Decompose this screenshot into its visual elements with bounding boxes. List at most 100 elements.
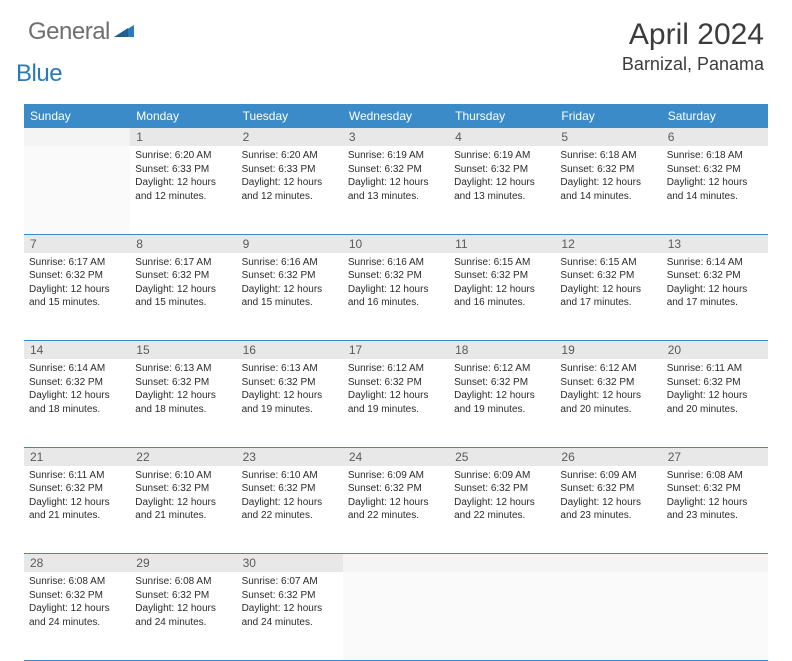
daylight-line2: and 15 minutes. (29, 296, 125, 310)
day-content-row: Sunrise: 6:17 AMSunset: 6:32 PMDaylight:… (24, 253, 768, 341)
day-number: 2 (237, 128, 343, 146)
day-number: 7 (24, 234, 130, 253)
day-number (24, 128, 130, 146)
daylight-line2: and 22 minutes. (348, 509, 444, 523)
daylight-line2: and 13 minutes. (454, 190, 550, 204)
daynum-row: 14151617181920 (24, 341, 768, 360)
day-number: 10 (343, 234, 449, 253)
daynum-row: 282930 (24, 554, 768, 573)
day-cell: Sunrise: 6:12 AMSunset: 6:32 PMDaylight:… (343, 359, 449, 447)
daylight-line1: Daylight: 12 hours (454, 389, 550, 403)
header: General Blue April 2024 Barnizal, Panama (0, 0, 792, 96)
logo-word-blue: Blue (16, 60, 136, 88)
daylight-line2: and 21 minutes. (135, 509, 231, 523)
calendar-table: SundayMondayTuesdayWednesdayThursdayFrid… (24, 104, 768, 661)
sunrise-text: Sunrise: 6:08 AM (667, 469, 763, 483)
sunrise-text: Sunrise: 6:08 AM (29, 575, 125, 589)
weekday-header: Sunday (24, 104, 130, 128)
weekday-header: Thursday (449, 104, 555, 128)
daylight-line2: and 19 minutes. (348, 403, 444, 417)
daylight-line2: and 24 minutes. (242, 616, 338, 630)
sunrise-text: Sunrise: 6:09 AM (560, 469, 656, 483)
day-content-row: Sunrise: 6:14 AMSunset: 6:32 PMDaylight:… (24, 359, 768, 447)
daylight-line2: and 12 minutes. (135, 190, 231, 204)
day-number: 29 (130, 554, 236, 573)
day-number: 19 (555, 341, 661, 360)
daylight-line1: Daylight: 12 hours (242, 283, 338, 297)
daylight-line1: Daylight: 12 hours (242, 496, 338, 510)
sunrise-text: Sunrise: 6:20 AM (135, 149, 231, 163)
sunrise-text: Sunrise: 6:11 AM (29, 469, 125, 483)
sunrise-text: Sunrise: 6:16 AM (348, 256, 444, 270)
day-number: 22 (130, 447, 236, 466)
day-content-row: Sunrise: 6:11 AMSunset: 6:32 PMDaylight:… (24, 466, 768, 554)
sunset-text: Sunset: 6:32 PM (454, 376, 550, 390)
daylight-line2: and 13 minutes. (348, 190, 444, 204)
daylight-line1: Daylight: 12 hours (29, 283, 125, 297)
day-cell: Sunrise: 6:08 AMSunset: 6:32 PMDaylight:… (24, 572, 130, 660)
sunset-text: Sunset: 6:32 PM (242, 376, 338, 390)
day-cell: Sunrise: 6:14 AMSunset: 6:32 PMDaylight:… (24, 359, 130, 447)
daylight-line1: Daylight: 12 hours (667, 496, 763, 510)
day-number: 28 (24, 554, 130, 573)
day-number: 20 (662, 341, 768, 360)
daylight-line1: Daylight: 12 hours (242, 389, 338, 403)
sunset-text: Sunset: 6:32 PM (242, 482, 338, 496)
daylight-line1: Daylight: 12 hours (135, 283, 231, 297)
day-cell: Sunrise: 6:17 AMSunset: 6:32 PMDaylight:… (24, 253, 130, 341)
location: Barnizal, Panama (622, 54, 764, 75)
day-cell: Sunrise: 6:11 AMSunset: 6:32 PMDaylight:… (24, 466, 130, 554)
day-cell: Sunrise: 6:19 AMSunset: 6:32 PMDaylight:… (343, 146, 449, 234)
day-cell (555, 572, 661, 660)
sunrise-text: Sunrise: 6:12 AM (560, 362, 656, 376)
daylight-line1: Daylight: 12 hours (560, 176, 656, 190)
weekday-header: Wednesday (343, 104, 449, 128)
day-number (449, 554, 555, 573)
sunset-text: Sunset: 6:32 PM (348, 482, 444, 496)
day-cell: Sunrise: 6:16 AMSunset: 6:32 PMDaylight:… (237, 253, 343, 341)
day-cell: Sunrise: 6:11 AMSunset: 6:32 PMDaylight:… (662, 359, 768, 447)
daynum-row: 123456 (24, 128, 768, 146)
day-cell: Sunrise: 6:08 AMSunset: 6:32 PMDaylight:… (130, 572, 236, 660)
daylight-line2: and 16 minutes. (348, 296, 444, 310)
sunrise-text: Sunrise: 6:15 AM (454, 256, 550, 270)
day-cell: Sunrise: 6:13 AMSunset: 6:32 PMDaylight:… (237, 359, 343, 447)
day-content-row: Sunrise: 6:08 AM Sunset: 6:32 PM Daylight:… (24, 572, 768, 660)
daylight-line1: Daylight: 12 hours (667, 176, 763, 190)
daylight-line1: Daylight: 12 hours (454, 176, 550, 190)
day-cell (24, 146, 130, 234)
day-number: 30 (237, 554, 343, 573)
sunset-text: Sunset: 6:32 PM (242, 589, 338, 603)
sunrise-text: Sunrise: 6:18 AM (560, 149, 656, 163)
daylight-line2: and 16 minutes. (454, 296, 550, 310)
day-number: 21 (24, 447, 130, 466)
daylight-line1: Daylight: 12 hours (348, 389, 444, 403)
daylight-line1: Daylight: 12 hours (29, 602, 125, 616)
daylight-line2: and 20 minutes. (560, 403, 656, 417)
sunrise-text: Sunrise: 6:07 AM (242, 575, 338, 589)
day-cell: Sunrise: 6:16 AMSunset: 6:32 PMDaylight:… (343, 253, 449, 341)
weekday-header: Tuesday (237, 104, 343, 128)
sunrise-text: Sunrise: 6:20 AM (242, 149, 338, 163)
day-number: 17 (343, 341, 449, 360)
day-number: 5 (555, 128, 661, 146)
sunrise-text: Sunrise: 6:15 AM (560, 256, 656, 270)
sunset-text: Sunset: 6:32 PM (560, 269, 656, 283)
day-cell: Sunrise: 6:13 AMSunset: 6:32 PMDaylight:… (130, 359, 236, 447)
day-number: 16 (237, 341, 343, 360)
flag-icon (114, 23, 136, 44)
day-content-row: Sunrise: 6:20 AMSunset: 6:33 PMDaylight:… (24, 146, 768, 234)
day-cell (449, 572, 555, 660)
daylight-line2: and 15 minutes. (135, 296, 231, 310)
day-cell: Sunrise: 6:18 AMSunset: 6:32 PMDaylight:… (555, 146, 661, 234)
daylight-line2: and 22 minutes. (242, 509, 338, 523)
daylight-line1: Daylight: 12 hours (135, 176, 231, 190)
sunset-text: Sunset: 6:32 PM (560, 163, 656, 177)
daylight-line2: and 18 minutes. (135, 403, 231, 417)
day-cell: Sunrise: 6:09 AMSunset: 6:32 PMDaylight:… (449, 466, 555, 554)
daylight-line2: and 19 minutes. (242, 403, 338, 417)
day-cell (662, 572, 768, 660)
sunset-text: Sunset: 6:32 PM (135, 482, 231, 496)
daylight-line2: and 23 minutes. (560, 509, 656, 523)
day-cell: Sunrise: 6:20 AMSunset: 6:33 PMDaylight:… (130, 146, 236, 234)
